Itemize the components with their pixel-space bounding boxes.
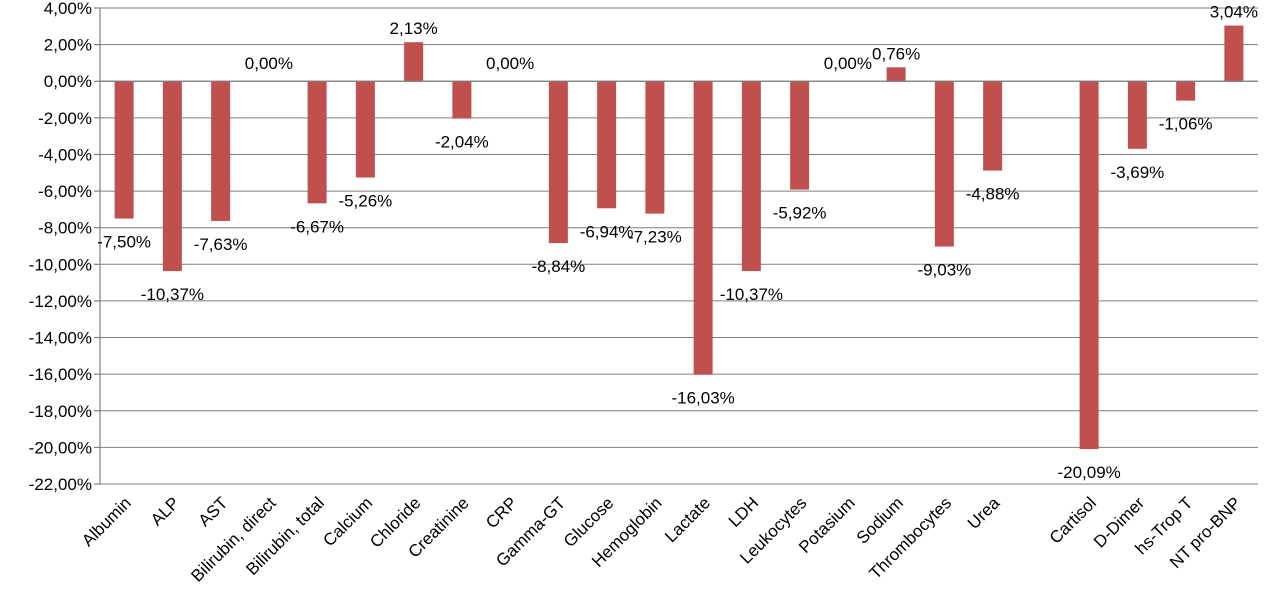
data-label: 0,76% xyxy=(872,44,920,63)
data-label: 0,00% xyxy=(245,54,293,73)
category-label: LDH xyxy=(725,493,762,530)
data-label: 0,00% xyxy=(824,54,872,73)
y-tick-label: -4,00% xyxy=(38,145,92,164)
bar xyxy=(693,81,713,375)
category-label: AST xyxy=(195,493,232,530)
data-label: -6,94% xyxy=(580,222,634,241)
data-label: -7,23% xyxy=(628,228,682,247)
category-label: Lactate xyxy=(661,493,714,546)
data-label: -5,26% xyxy=(338,192,392,211)
y-tick-label: -20,00% xyxy=(29,438,92,457)
axes xyxy=(94,7,1258,485)
data-label: 3,04% xyxy=(1210,3,1258,22)
bar xyxy=(1127,81,1147,149)
bar xyxy=(1079,81,1099,450)
bar xyxy=(404,42,424,82)
category-label: Albumin xyxy=(78,493,135,550)
data-label: -10,37% xyxy=(720,285,783,304)
bar xyxy=(645,81,665,214)
data-label: -3,69% xyxy=(1110,163,1164,182)
y-tick-label: -10,00% xyxy=(29,255,92,274)
bar xyxy=(114,81,134,219)
y-tick-label: -12,00% xyxy=(29,292,92,311)
y-tick-label: 4,00% xyxy=(44,0,92,18)
y-tick-label: 0,00% xyxy=(44,72,92,91)
data-label: -1,06% xyxy=(1159,115,1213,134)
y-tick-label: -6,00% xyxy=(38,182,92,201)
category-label: ALP xyxy=(147,493,183,529)
y-tick-label: -18,00% xyxy=(29,402,92,421)
category-label: Urea xyxy=(964,493,1004,533)
y-tick-label: 2,00% xyxy=(44,36,92,55)
data-label: -20,09% xyxy=(1057,463,1120,482)
bar xyxy=(548,81,568,244)
data-labels: -7,50% -10,37% -7,63% 0,00% -6,67% -5,26% 2,13… xyxy=(97,3,1258,482)
y-tick-label: -14,00% xyxy=(29,329,92,348)
bar xyxy=(211,81,231,221)
data-label: -4,88% xyxy=(966,185,1020,204)
data-label: -5,92% xyxy=(773,204,827,223)
data-label: 2,13% xyxy=(390,19,438,38)
bar xyxy=(452,81,472,119)
bars xyxy=(114,25,1244,450)
bar xyxy=(597,81,617,209)
grid-lines xyxy=(100,7,1258,485)
y-axis-tick-labels: 4,00% 2,00% 0,00% -2,00% -4,00% -6,00% -8,00% -… xyxy=(29,0,92,494)
bar xyxy=(307,81,327,204)
bar xyxy=(983,81,1003,171)
data-label: -6,67% xyxy=(290,217,344,236)
bar xyxy=(790,81,810,190)
data-label: -7,50% xyxy=(97,233,151,252)
bar xyxy=(886,67,906,82)
data-label: -2,04% xyxy=(435,133,489,152)
category-label: Bilirubin, direct xyxy=(187,493,279,585)
bar xyxy=(1176,81,1196,101)
bar xyxy=(1224,25,1244,82)
bar xyxy=(934,81,954,247)
bar xyxy=(162,81,182,272)
y-tick-label: -8,00% xyxy=(38,219,92,238)
bar xyxy=(355,81,375,178)
bar xyxy=(741,81,761,272)
category-label: Calcium xyxy=(319,493,376,550)
y-tick-label: -22,00% xyxy=(29,475,92,494)
data-label: -9,03% xyxy=(917,261,971,280)
data-label: -7,63% xyxy=(194,235,248,254)
category-label: CRP xyxy=(482,493,521,532)
data-label: -8,84% xyxy=(531,257,585,276)
data-label: -10,37% xyxy=(141,285,204,304)
y-tick-label: -2,00% xyxy=(38,109,92,128)
data-label: -16,03% xyxy=(671,389,734,408)
data-label: 0,00% xyxy=(486,54,534,73)
y-tick-label: -16,00% xyxy=(29,365,92,384)
